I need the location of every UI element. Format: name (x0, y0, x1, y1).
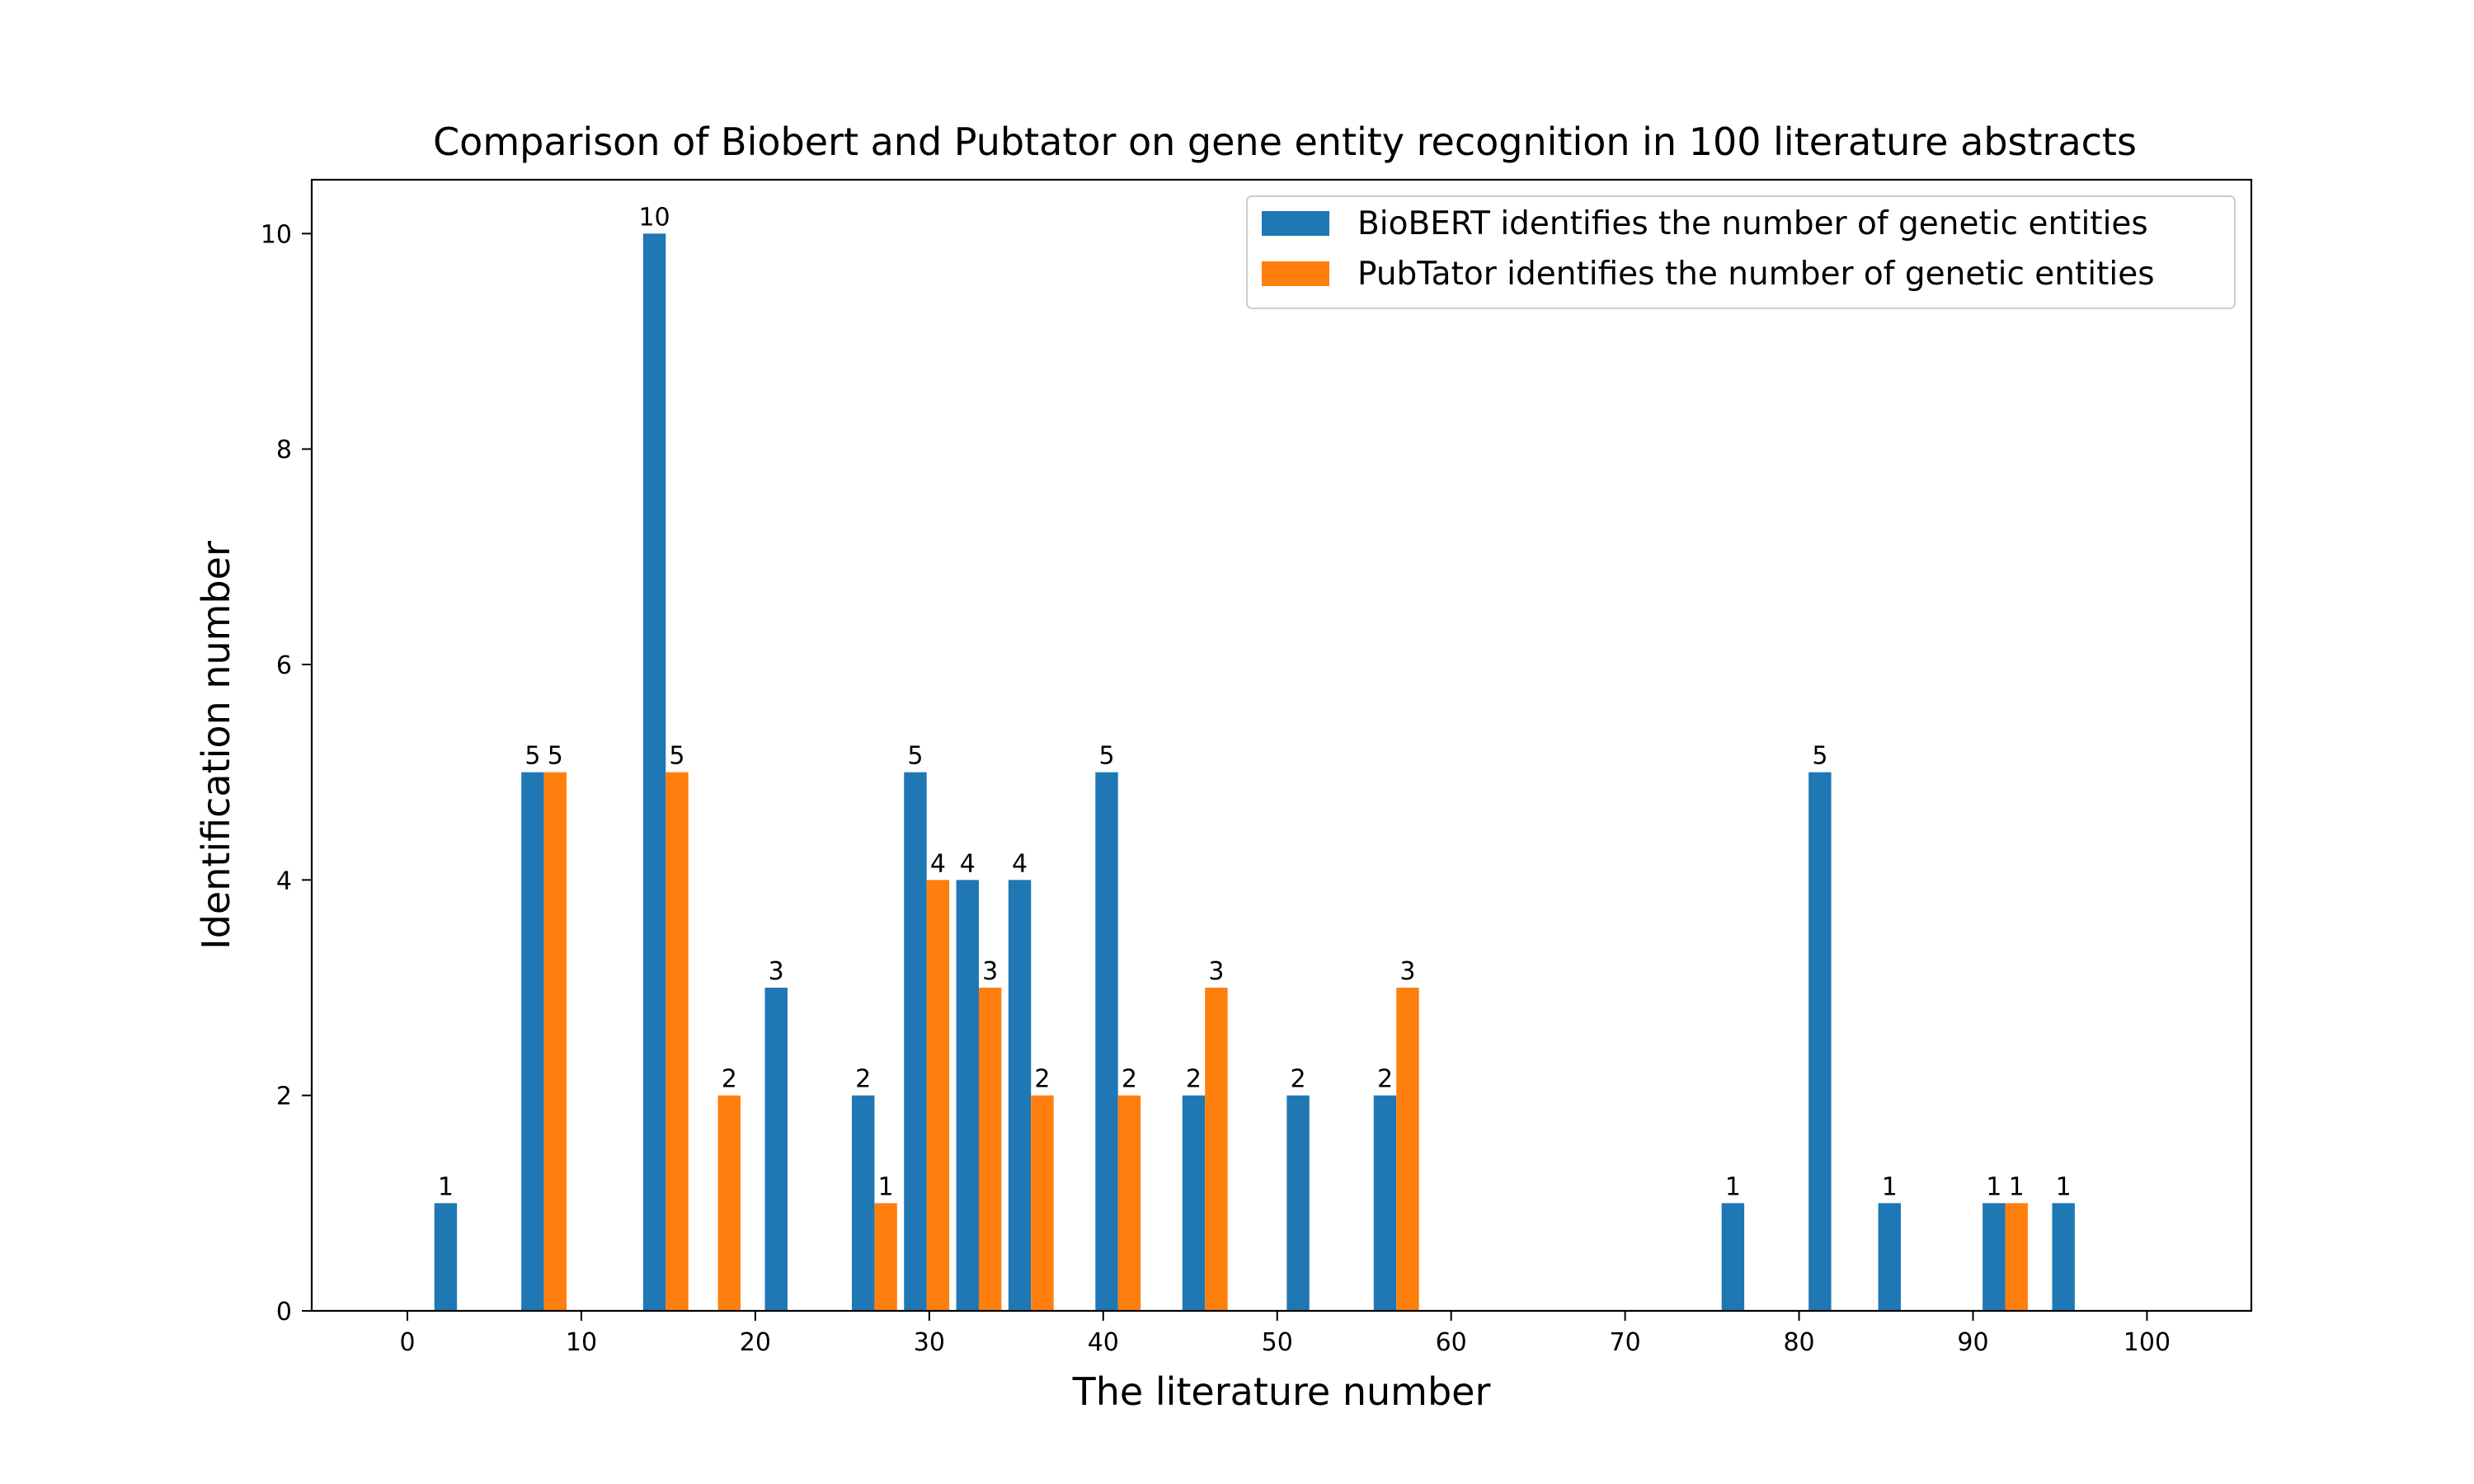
x-tick-label-20: 20 (740, 1328, 771, 1357)
bar-biobert-1 (521, 772, 544, 1311)
bar-biobert-9 (1182, 1095, 1206, 1311)
y-tick-label-6: 6 (276, 651, 292, 680)
y-axis: 0 2 4 6 8 10 (261, 220, 312, 1327)
bar-pubtator-7 (1117, 1095, 1141, 1311)
x-tick-label-10: 10 (566, 1328, 597, 1357)
data-label-pubtator-10: 1 (2009, 1172, 2025, 1201)
bar-pubtator-2 (717, 1095, 741, 1311)
data-label-pubtator-7: 2 (1122, 1065, 1137, 1094)
bar-biobert-14 (1878, 1203, 1901, 1311)
bar-biobert-10 (1286, 1095, 1310, 1311)
x-axis: 0 10 20 30 40 50 60 70 80 90 100 (399, 1311, 2171, 1357)
y-tick-label-4: 4 (276, 866, 292, 895)
data-label-biobert-15: 1 (1986, 1172, 2001, 1201)
y-tick-label-0: 0 (276, 1298, 292, 1327)
legend-swatch-biobert (1262, 211, 1329, 236)
x-axis-label: The literature number (1072, 1369, 1491, 1414)
data-label-biobert-3: 3 (769, 957, 784, 986)
data-label-biobert-5: 5 (907, 742, 923, 771)
x-tick-label-70: 70 (1610, 1328, 1641, 1357)
chart-title: Comparison of Biobert and Pubtator on ge… (433, 120, 2137, 164)
data-label-biobert-9: 2 (1186, 1065, 1202, 1094)
bar-pubtator-4 (926, 880, 950, 1311)
data-label-pubtator-4: 4 (930, 849, 946, 878)
bar-biobert-7 (1008, 880, 1032, 1311)
bar-biobert-3 (764, 988, 788, 1311)
x-tick-label-50: 50 (1262, 1328, 1293, 1357)
data-label-biobert-14: 1 (1882, 1172, 1898, 1201)
x-tick-label-80: 80 (1783, 1328, 1814, 1357)
data-label-biobert-7: 4 (1012, 849, 1028, 878)
x-tick-label-100: 100 (2124, 1328, 2171, 1357)
bar-biobert-13 (1808, 772, 1832, 1311)
data-label-pubtator-9: 3 (1399, 957, 1415, 986)
x-tick-label-30: 30 (914, 1328, 945, 1357)
bar-biobert-6 (956, 880, 979, 1311)
data-label-biobert-16: 1 (2056, 1172, 2072, 1201)
data-label-pubtator-2: 2 (722, 1065, 737, 1094)
data-label-biobert-4: 2 (855, 1065, 871, 1094)
bar-pubtator-6 (1031, 1095, 1054, 1311)
data-label-biobert-11: 2 (1377, 1065, 1393, 1094)
legend-swatch-pubtator (1262, 261, 1329, 286)
bar-pubtator-1 (666, 772, 689, 1311)
y-tick-label-10: 10 (261, 220, 292, 249)
data-label-pubtator-1: 5 (669, 742, 684, 771)
bar-pubtator-5 (978, 988, 1002, 1311)
bar-pubtator-3 (874, 1203, 897, 1311)
legend-label-pubtator: PubTator identifies the number of geneti… (1357, 256, 2155, 293)
data-label-pubtator-0: 5 (548, 742, 563, 771)
bar-biobert-11 (1373, 1095, 1397, 1311)
bar-pubtator-8 (1205, 988, 1228, 1311)
data-label-biobert-1: 5 (524, 742, 540, 771)
legend-frame (1246, 195, 2236, 309)
x-tick-label-60: 60 (1436, 1328, 1467, 1357)
data-label-biobert-10: 2 (1290, 1065, 1305, 1094)
bar-biobert-2 (642, 233, 666, 1311)
x-tick-label-90: 90 (1957, 1328, 1988, 1357)
data-label-pubtator-6: 2 (1034, 1065, 1050, 1094)
data-label-pubtator-8: 3 (1208, 957, 1224, 986)
data-label-biobert-0: 1 (438, 1172, 454, 1201)
bar-biobert-16 (2052, 1203, 2075, 1311)
data-label-pubtator-3: 1 (878, 1172, 894, 1201)
bar-biobert-12 (1721, 1203, 1745, 1311)
bar-biobert-4 (851, 1095, 875, 1311)
y-tick-label-8: 8 (276, 436, 292, 465)
bars-layer (434, 233, 2075, 1311)
bar-biobert-8 (1095, 772, 1118, 1311)
data-label-biobert-13: 5 (1812, 742, 1827, 771)
bar-pubtator-9 (1396, 988, 1419, 1311)
y-axis-label: Identification number (194, 541, 238, 950)
bar-biobert-5 (904, 772, 927, 1311)
bar-biobert-15 (1982, 1203, 2006, 1311)
legend: BioBERT identifies the number of genetic… (1246, 195, 2236, 309)
bar-pubtator-0 (543, 772, 567, 1311)
y-tick-label-2: 2 (276, 1082, 292, 1111)
x-tick-label-0: 0 (399, 1328, 415, 1357)
data-label-pubtator-5: 3 (982, 957, 998, 986)
x-tick-label-40: 40 (1088, 1328, 1119, 1357)
bar-pubtator-10 (2005, 1203, 2028, 1311)
legend-label-biobert: BioBERT identifies the number of genetic… (1357, 205, 2148, 242)
bar-biobert-0 (434, 1203, 458, 1311)
data-label-biobert-12: 1 (1725, 1172, 1741, 1201)
data-label-biobert-8: 5 (1098, 742, 1114, 771)
data-label-biobert-6: 4 (960, 849, 976, 878)
data-label-biobert-2: 10 (638, 203, 670, 232)
plot-frame (310, 178, 2253, 1313)
